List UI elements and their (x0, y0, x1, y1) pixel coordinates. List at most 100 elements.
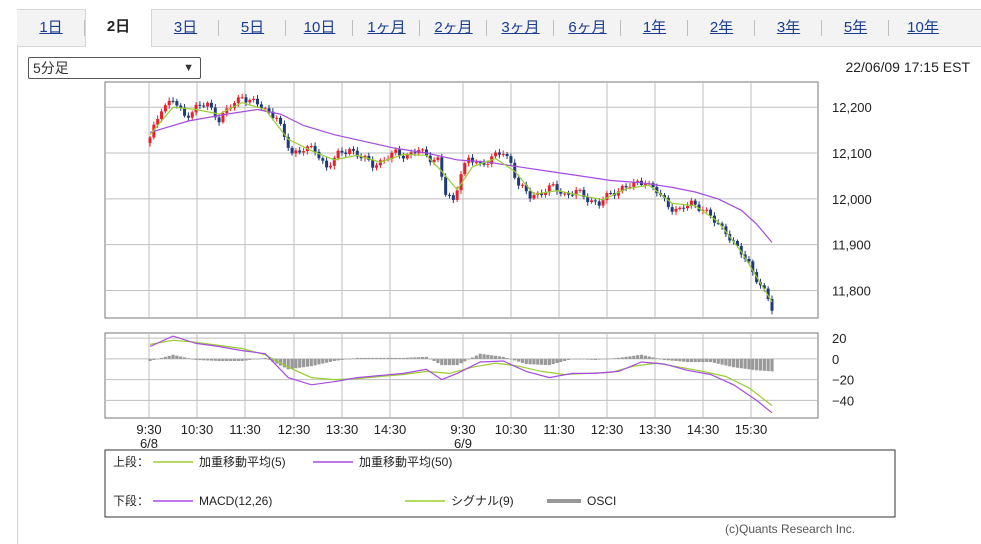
osci-bar (202, 358, 206, 361)
candle-body (413, 152, 417, 154)
period-tab-bar: 1日 2日 3日 5日 10日 1ヶ月 2ヶ月 3ヶ月 6ヶ月 1年 2年 3年 5年 10年 (17, 9, 981, 47)
osci-bar (605, 358, 609, 360)
osci-bar (697, 358, 701, 363)
osci-bar (409, 357, 413, 359)
tab-8[interactable]: 3ヶ月 (487, 10, 554, 46)
osci-bar (551, 358, 555, 365)
y-tick-label: −40 (832, 393, 854, 408)
osci-bar (505, 358, 509, 359)
candle-body (751, 261, 755, 273)
tab-6[interactable]: 1ヶ月 (353, 10, 420, 46)
osci-bar (367, 357, 371, 359)
osci-bar (655, 358, 659, 359)
osci-bar (325, 358, 329, 363)
osci-bar (259, 358, 263, 359)
candle-body (221, 113, 225, 123)
osci-bar (217, 358, 221, 361)
interval-select[interactable]: 5分足 ▼ (28, 57, 201, 79)
x-tick-label: 13:30 (326, 422, 359, 437)
tab-13[interactable]: 5年 (822, 10, 889, 46)
tab-3[interactable]: 3日 (152, 10, 219, 46)
tab-14[interactable]: 10年 (907, 19, 939, 36)
candle-body (190, 112, 194, 118)
osci-bar (271, 358, 275, 362)
candle-body (198, 104, 202, 106)
osci-bar (670, 358, 674, 361)
osci-bar (194, 358, 198, 360)
candle-body (275, 117, 279, 119)
osci-bar (248, 358, 252, 360)
candle-body (620, 186, 624, 192)
x-tick-label: 10:30 (495, 422, 528, 437)
candle-body (186, 115, 190, 118)
tab-11[interactable]: 2年 (688, 10, 755, 46)
candle-body (156, 119, 160, 125)
osci-bar (390, 357, 394, 359)
candle-body (605, 192, 609, 201)
candle-body (160, 111, 164, 120)
x-tick-label: 14:30 (687, 422, 720, 437)
candle-body (551, 184, 555, 186)
x-tick-label: 9:30 (450, 422, 475, 437)
candle-body (597, 201, 601, 206)
candle-body (167, 100, 171, 106)
tab-2[interactable]: 2日 (85, 9, 152, 47)
candle-body (271, 111, 275, 118)
osci-bar (735, 358, 740, 368)
chart-frame (17, 45, 981, 544)
osci-bar (294, 358, 298, 369)
x-tick-label: 11:30 (229, 422, 261, 437)
osci-bar (716, 358, 720, 364)
osci-bar (582, 358, 586, 360)
osci-bar (647, 356, 651, 359)
tab-10[interactable]: 1年 (621, 10, 688, 46)
candle-body (394, 149, 398, 153)
osci-bar (179, 356, 183, 359)
osci-bar (382, 357, 386, 359)
osci-bar (267, 358, 271, 360)
osci-bar (674, 358, 678, 361)
tab-5[interactable]: 10日 (286, 10, 353, 46)
x-tick-label: 9:30 (136, 422, 161, 437)
candle-body (693, 200, 697, 205)
tab-1[interactable]: 1日 (17, 10, 85, 46)
osci-bar (286, 358, 290, 370)
credit-text: (c)Quants Research Inc. (725, 522, 856, 536)
osci-bar (167, 355, 171, 359)
tab-9[interactable]: 6ヶ月 (554, 10, 621, 46)
osci-bar (278, 358, 283, 366)
candle-body (709, 209, 713, 216)
osci-bar (470, 357, 475, 359)
tab-4[interactable]: 5日 (219, 10, 286, 46)
osci-bar (321, 358, 325, 364)
candle-body (593, 200, 597, 202)
osci-bar (555, 358, 559, 364)
osci-bar (643, 355, 647, 359)
osci-bar (574, 358, 578, 360)
osci-bar (543, 358, 548, 365)
osci-bar (589, 358, 594, 360)
candle-body (636, 180, 640, 182)
candle-body (766, 288, 770, 299)
candle-body (474, 162, 478, 164)
tab-12[interactable]: 3年 (755, 10, 822, 46)
osci-bar (305, 358, 310, 367)
candle-body (405, 154, 409, 159)
osci-bar (693, 358, 697, 363)
candle-body (432, 159, 436, 163)
osci-bar (708, 358, 713, 363)
osci-bar (766, 358, 770, 372)
osci-bar (436, 358, 440, 364)
osci-bar (244, 358, 248, 361)
candle-body (455, 190, 459, 200)
candle-body (643, 183, 647, 186)
candle-body (444, 176, 448, 195)
osci-bar (397, 357, 402, 359)
candle-body (252, 98, 256, 101)
candle-body (440, 157, 444, 177)
candle-body (163, 105, 167, 112)
candle-body (532, 194, 536, 199)
osci-bar (371, 357, 375, 359)
tab-7[interactable]: 2ヶ月 (420, 10, 487, 46)
chevron-down-icon: ▼ (183, 62, 194, 74)
